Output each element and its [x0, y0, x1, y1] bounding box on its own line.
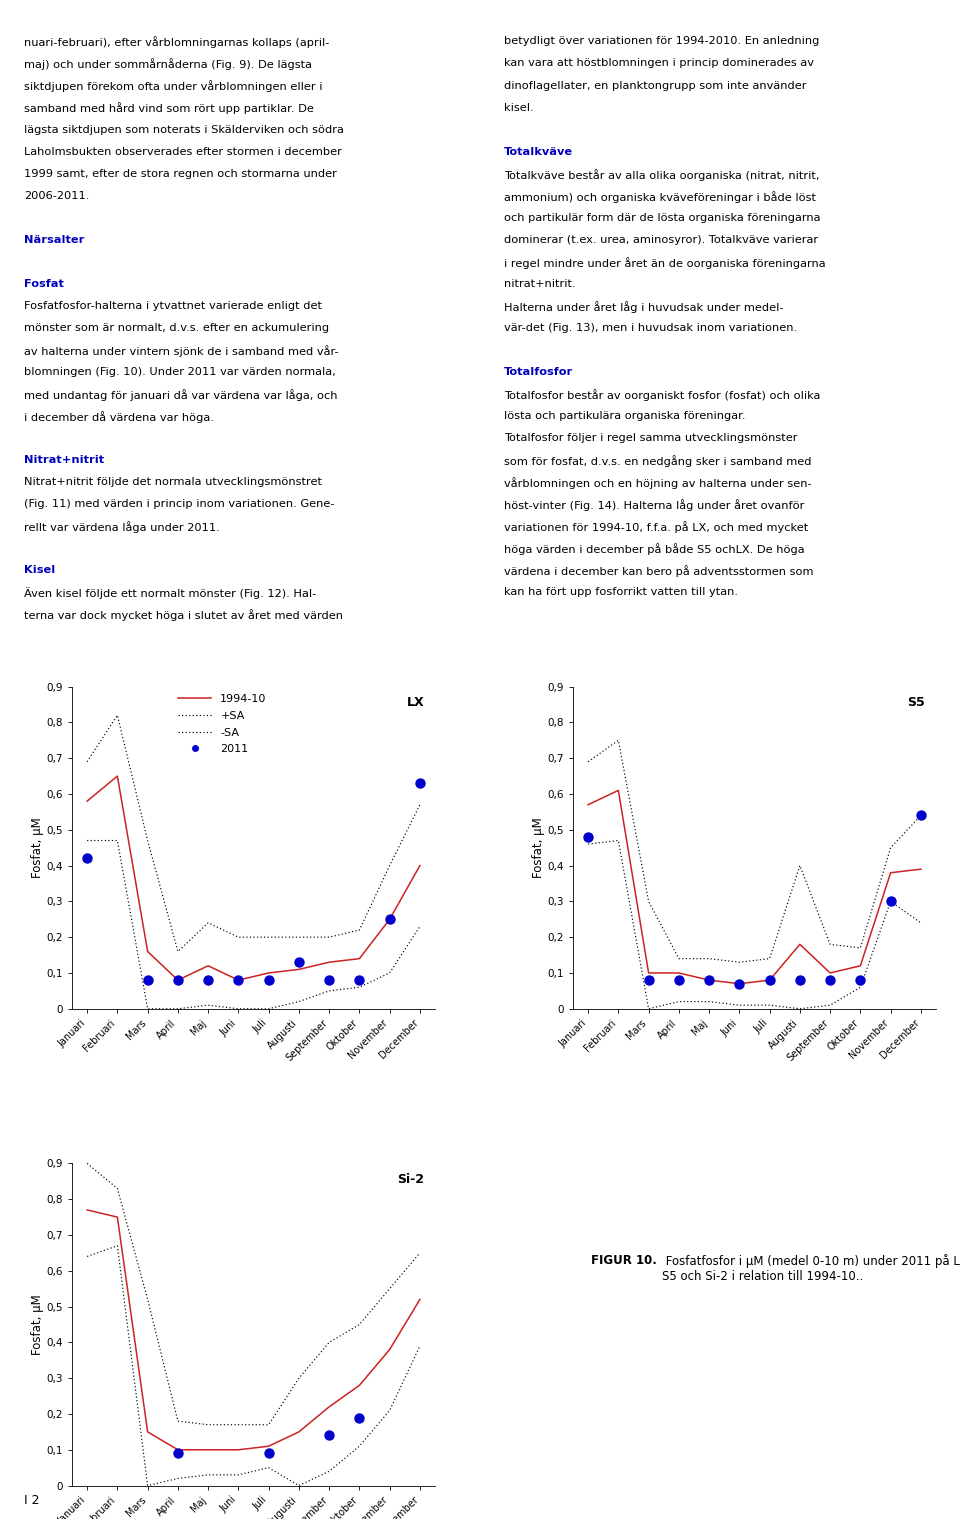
Point	[170, 968, 185, 992]
Point	[641, 968, 657, 992]
Point	[382, 907, 397, 931]
Text: Totalfosfor: Totalfosfor	[504, 368, 573, 377]
Text: i regel mindre under året än de oorganiska föreningarna: i regel mindre under året än de oorganis…	[504, 257, 826, 269]
Text: rellt var värdena låga under 2011.: rellt var värdena låga under 2011.	[24, 521, 220, 533]
Text: Totalfosfor följer i regel samma utvecklingsmönster: Totalfosfor följer i regel samma utveckl…	[504, 433, 798, 444]
Text: i december då värdena var höga.: i december då värdena var höga.	[24, 412, 214, 422]
Text: Si-2: Si-2	[397, 1173, 424, 1186]
Point	[261, 968, 276, 992]
Text: Halterna under året låg i huvudsak under medel-: Halterna under året låg i huvudsak under…	[504, 301, 783, 313]
Text: ammonium) och organiska kväveföreningar i både löst: ammonium) och organiska kväveföreningar …	[504, 191, 816, 202]
Text: maj) och under sommårnåderna (Fig. 9). De lägsta: maj) och under sommårnåderna (Fig. 9). D…	[24, 58, 312, 70]
Text: LX: LX	[406, 696, 424, 709]
Text: Fosfat: Fosfat	[24, 279, 64, 289]
Point	[852, 968, 868, 992]
Text: värdena i december kan bero på adventsstormen som: värdena i december kan bero på adventsst…	[504, 565, 813, 577]
Point	[80, 846, 95, 870]
Point	[261, 1442, 276, 1466]
Text: Laholmsbukten observerades efter stormen i december: Laholmsbukten observerades efter stormen…	[24, 147, 342, 156]
Point	[351, 968, 367, 992]
Point	[140, 968, 156, 992]
Text: vär-det (Fig. 13), men i huvudsak inom variationen.: vär-det (Fig. 13), men i huvudsak inom v…	[504, 324, 797, 333]
Point	[792, 968, 807, 992]
Text: (Fig. 11) med värden i princip inom variationen. Gene-: (Fig. 11) med värden i princip inom vari…	[24, 498, 334, 509]
Point	[291, 949, 306, 974]
Text: Fosfatfosfor i μM (medel 0-10 m) under 2011 på LX,
S5 och Si-2 i relation till 1: Fosfatfosfor i μM (medel 0-10 m) under 2…	[661, 1253, 960, 1282]
Point	[412, 772, 427, 796]
Point	[671, 968, 686, 992]
Text: kan vara att höstblomningen i princip dominerades av: kan vara att höstblomningen i princip do…	[504, 58, 814, 68]
Point	[230, 968, 246, 992]
Text: Fosfatfosfor-halterna i ytvattnet varierade enligt det: Fosfatfosfor-halterna i ytvattnet varier…	[24, 301, 322, 311]
Y-axis label: Fosfat, μM: Fosfat, μM	[31, 817, 44, 878]
Text: terna var dock mycket höga i slutet av året med värden: terna var dock mycket höga i slutet av å…	[24, 609, 343, 621]
Text: Även kisel följde ett normalt mönster (Fig. 12). Hal-: Även kisel följde ett normalt mönster (F…	[24, 588, 316, 598]
Text: kan ha fört upp fosforrikt vatten till ytan.: kan ha fört upp fosforrikt vatten till y…	[504, 588, 738, 597]
Text: I 2: I 2	[24, 1493, 39, 1507]
Text: dinoflagellater, en planktongrupp som inte använder: dinoflagellater, en planktongrupp som in…	[504, 81, 806, 91]
Point	[581, 825, 596, 849]
Text: Närsalter: Närsalter	[24, 235, 84, 245]
Text: Totalkväve: Totalkväve	[504, 147, 573, 156]
Text: betydligt över variationen för 1994-2010. En anledning: betydligt över variationen för 1994-2010…	[504, 36, 820, 47]
Text: nuari-februari), efter vårblomningarnas kollaps (april-: nuari-februari), efter vårblomningarnas …	[24, 36, 329, 49]
Point	[322, 1423, 337, 1448]
Point	[702, 968, 717, 992]
Text: och partikulär form där de lösta organiska föreningarna: och partikulär form där de lösta organis…	[504, 213, 821, 223]
Point	[823, 968, 838, 992]
Point	[762, 968, 778, 992]
Point	[732, 972, 747, 996]
Text: av halterna under vintern sjönk de i samband med vår-: av halterna under vintern sjönk de i sam…	[24, 345, 339, 357]
Text: lägsta siktdjupen som noterats i Skälderviken och södra: lägsta siktdjupen som noterats i Skälder…	[24, 125, 344, 135]
Text: med undantag för januari då var värdena var låga, och: med undantag för januari då var värdena …	[24, 389, 338, 401]
Text: FIGUR 10.: FIGUR 10.	[591, 1253, 657, 1267]
Text: vårblomningen och en höjning av halterna under sen-: vårblomningen och en höjning av halterna…	[504, 477, 811, 489]
Text: S5: S5	[907, 696, 925, 709]
Legend: 1994-10, +SA, -SA, 2011: 1994-10, +SA, -SA, 2011	[174, 690, 271, 758]
Y-axis label: Fosfat, μM: Fosfat, μM	[532, 817, 544, 878]
Point	[351, 1405, 367, 1429]
Text: variationen för 1994-10, f.f.a. på LX, och med mycket: variationen för 1994-10, f.f.a. på LX, o…	[504, 521, 808, 533]
Text: dominerar (t.ex. urea, aminosyror). Totalkväve varierar: dominerar (t.ex. urea, aminosyror). Tota…	[504, 235, 818, 245]
Point	[883, 889, 899, 913]
Text: Nitrat+nitrit följde det normala utvecklingsmönstret: Nitrat+nitrit följde det normala utveckl…	[24, 477, 322, 488]
Text: nitrat+nitrit.: nitrat+nitrit.	[504, 279, 576, 289]
Text: samband med hård vind som rört upp partiklar. De: samband med hård vind som rört upp parti…	[24, 103, 314, 114]
Text: 2006-2011.: 2006-2011.	[24, 191, 89, 201]
Text: siktdjupen förekom ofta under vårblomningen eller i: siktdjupen förekom ofta under vårblomnin…	[24, 81, 323, 93]
Point	[201, 968, 216, 992]
Text: höst-vinter (Fig. 14). Halterna låg under året ovanför: höst-vinter (Fig. 14). Halterna låg unde…	[504, 498, 804, 510]
Point	[913, 804, 928, 828]
Text: som för fosfat, d.v.s. en nedgång sker i samband med: som för fosfat, d.v.s. en nedgång sker i…	[504, 456, 811, 466]
Text: lösta och partikulära organiska föreningar.: lösta och partikulära organiska förening…	[504, 412, 746, 421]
Text: höga värden i december på både S5 ochLX. De höga: höga värden i december på både S5 ochLX.…	[504, 544, 804, 554]
Text: kisel.: kisel.	[504, 103, 534, 112]
Point	[170, 1442, 185, 1466]
Text: Totalkväve består av alla olika oorganiska (nitrat, nitrit,: Totalkväve består av alla olika oorganis…	[504, 169, 820, 181]
Point	[322, 968, 337, 992]
Text: Kisel: Kisel	[24, 565, 56, 576]
Text: mönster som är normalt, d.v.s. efter en ackumulering: mönster som är normalt, d.v.s. efter en …	[24, 324, 329, 333]
Text: Totalfosfor består av oorganiskt fosfor (fosfat) och olika: Totalfosfor består av oorganiskt fosfor …	[504, 389, 821, 401]
Text: Nitrat+nitrit: Nitrat+nitrit	[24, 456, 104, 465]
Y-axis label: Fosfat, μM: Fosfat, μM	[31, 1294, 44, 1355]
Text: 1999 samt, efter de stora regnen och stormarna under: 1999 samt, efter de stora regnen och sto…	[24, 169, 337, 179]
Text: blomningen (Fig. 10). Under 2011 var värden normala,: blomningen (Fig. 10). Under 2011 var vär…	[24, 368, 336, 377]
